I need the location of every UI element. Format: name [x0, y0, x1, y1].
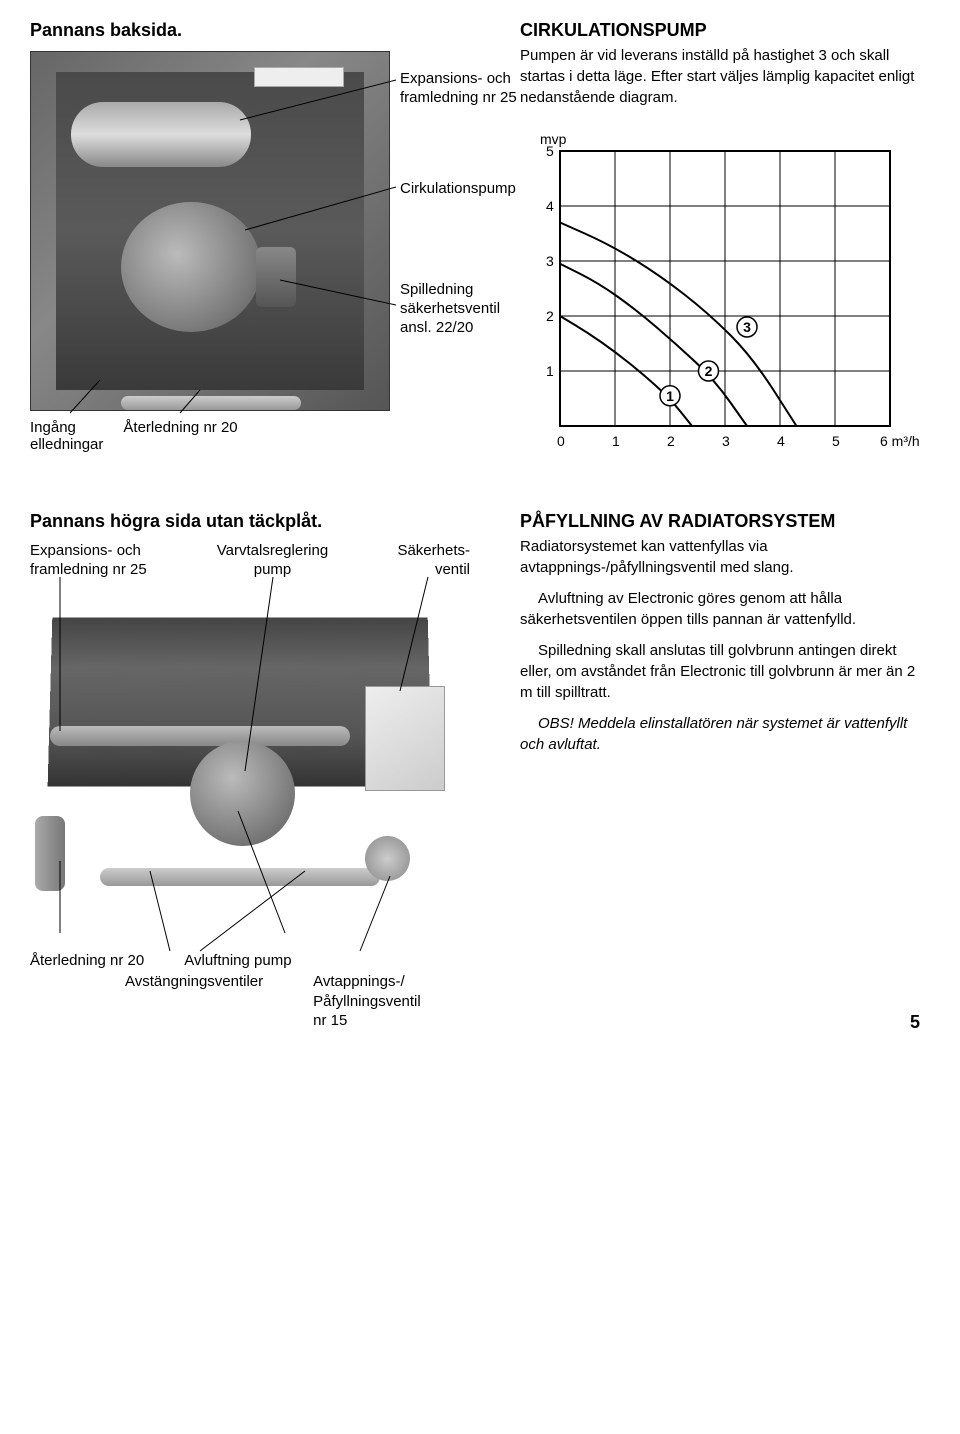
svg-text:1: 1	[546, 363, 554, 379]
label-avstangning: Avstängningsventiler	[125, 972, 263, 1031]
svg-text:5: 5	[832, 433, 840, 449]
svg-text:5: 5	[546, 143, 554, 159]
svg-text:3: 3	[722, 433, 730, 449]
label-aterledning-2: Återledning nr 20	[30, 951, 144, 971]
callout-cirkpump: Cirkulationspump	[400, 180, 550, 199]
pafyllning-p1: Radiatorsystemet kan vattenfyllas via av…	[520, 536, 930, 578]
boiler-back-image	[30, 51, 390, 411]
callout-aterledning: Återledning nr 20	[123, 419, 237, 453]
pafyllning-p2: Avluftning av Electronic göres genom att…	[520, 588, 930, 630]
svg-text:1: 1	[666, 388, 674, 404]
callout-spilledning: Spilledningsäkerhetsventilansl. 22/20	[400, 281, 550, 337]
cirkpump-text: Pumpen är vid leverans inställd på hasti…	[520, 45, 930, 108]
label-avluftning: Avluftning pump	[184, 951, 291, 971]
svg-text:0: 0	[557, 433, 565, 449]
svg-text:4: 4	[777, 433, 785, 449]
svg-text:3: 3	[743, 319, 751, 335]
label-sakerhet: Säkerhets-ventil	[360, 542, 470, 580]
pafyllning-p4: OBS! Meddela elinstallatören när systeme…	[520, 713, 930, 755]
label-varvtal: Varvtalsregleringpump	[185, 542, 360, 580]
label-expansion-2: Expansions- ochframledning nr 25	[30, 542, 185, 580]
svg-text:6 m³/h: 6 m³/h	[880, 433, 920, 449]
svg-text:4: 4	[546, 198, 554, 214]
callout-expansion: Expansions- ochframledning nr 25	[400, 70, 550, 108]
boiler-open-image	[30, 586, 470, 896]
label-avtappning: Avtappnings-/Påfyllningsventilnr 15	[313, 972, 421, 1031]
svg-text:2: 2	[667, 433, 675, 449]
bottom-left-title: Pannans högra sida utan täckplåt.	[30, 511, 490, 532]
cirkpump-heading: CIRKULATIONSPUMP	[520, 20, 930, 41]
svg-text:1: 1	[612, 433, 620, 449]
callout-ingang: Ingångelledningar	[30, 419, 103, 453]
svg-text:3: 3	[546, 253, 554, 269]
pafyllning-heading: PÅFYLLNING AV RADIATORSYSTEM	[520, 511, 930, 532]
svg-text:2: 2	[705, 363, 713, 379]
pump-chart: mvp	[520, 126, 920, 466]
page-number: 5	[910, 1012, 920, 1033]
pafyllning-p3: Spilledning skall anslutas till golvbrun…	[520, 640, 930, 703]
top-left-title: Pannans baksida.	[30, 20, 490, 41]
